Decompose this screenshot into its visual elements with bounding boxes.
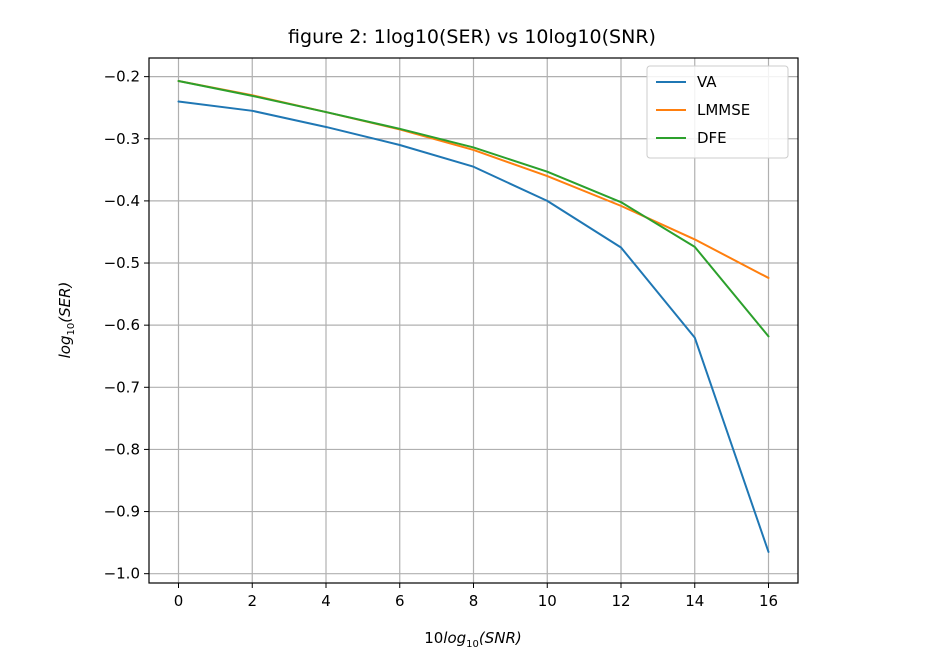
x-tick-label: 0 xyxy=(174,592,184,610)
series-line-dfe xyxy=(177,79,770,338)
x-tick-label: 12 xyxy=(611,592,630,610)
y-tick-label: −0.4 xyxy=(104,192,140,210)
series-line-va xyxy=(177,100,770,553)
y-tick-label: −0.2 xyxy=(104,68,140,86)
axis-ticks: 0 2 4 6 8 10 12 14 16 −1.0 −0.9 −0.8 −0.7 −0.6 −0.5 −0.… xyxy=(104,68,778,610)
x-tick-label: 10 xyxy=(538,592,557,610)
y-tick-label: −0.7 xyxy=(104,378,140,396)
legend-label-lmmse: LMMSE xyxy=(697,101,750,119)
legend-label-va: VA xyxy=(697,73,717,91)
y-axis-label: log10(SER) xyxy=(56,282,77,359)
legend-box xyxy=(646,65,789,159)
series-layer xyxy=(177,79,770,553)
y-tick-label: −0.5 xyxy=(104,254,140,272)
x-tick-label: 16 xyxy=(759,592,778,610)
chart-title: figure 2: 1log10(SER) vs 10log10(SNR) xyxy=(288,26,656,48)
y-tick-label: −0.9 xyxy=(104,503,140,521)
grid xyxy=(149,58,798,583)
y-tick-label: −0.3 xyxy=(104,130,140,148)
x-axis-label: 10log10(SNR) xyxy=(424,629,522,650)
x-tick-label: 2 xyxy=(247,592,257,610)
x-tick-label: 6 xyxy=(395,592,405,610)
legend: VA LMMSE DFE xyxy=(646,65,789,159)
x-tick-label: 14 xyxy=(685,592,704,610)
y-tick-label: −0.6 xyxy=(104,316,140,334)
y-tick-label: −0.8 xyxy=(104,440,140,458)
x-tick-label: 4 xyxy=(321,592,331,610)
y-tick-label: −1.0 xyxy=(104,565,140,583)
x-tick-label: 8 xyxy=(469,592,479,610)
legend-label-dfe: DFE xyxy=(697,129,727,147)
